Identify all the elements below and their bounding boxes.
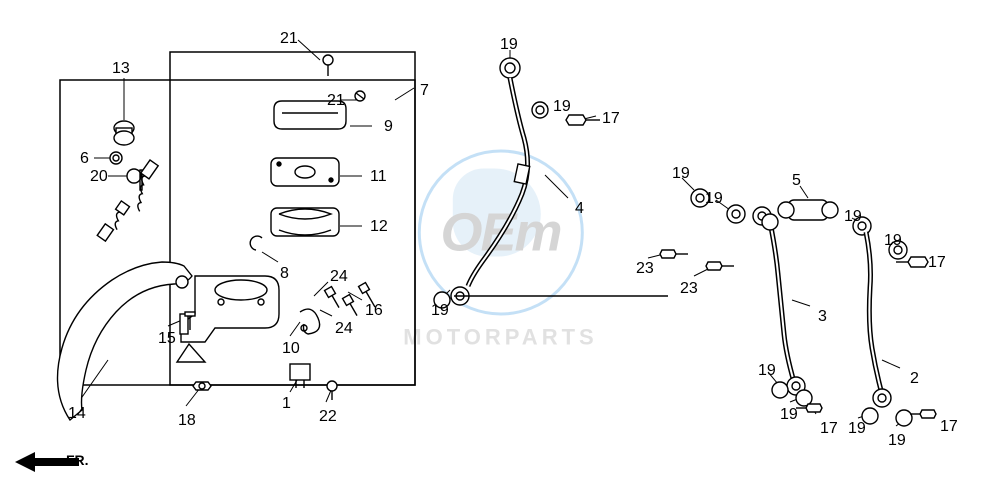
callout-19: 19 <box>500 36 518 54</box>
callout-19: 19 <box>705 190 723 208</box>
callout-10: 10 <box>282 340 300 358</box>
callout-19: 19 <box>844 208 862 226</box>
callout-21: 21 <box>327 92 345 110</box>
callout-5: 5 <box>792 172 801 190</box>
callout-16: 16 <box>365 302 383 320</box>
callout-13: 13 <box>112 60 130 78</box>
callout-6: 6 <box>80 150 89 168</box>
callout-22: 22 <box>319 408 337 426</box>
front-direction-label: FR. <box>66 452 89 468</box>
callout-19: 19 <box>884 232 902 250</box>
callout-17: 17 <box>928 254 946 272</box>
callout-19: 19 <box>431 302 449 320</box>
callout-17: 17 <box>602 110 620 128</box>
callout-4: 4 <box>575 200 584 218</box>
callout-23: 23 <box>680 280 698 298</box>
callout-19: 19 <box>780 406 798 424</box>
callout-19: 19 <box>553 98 571 116</box>
callout-19: 19 <box>888 432 906 450</box>
callout-7: 7 <box>420 82 429 100</box>
diagram-container: OEm MOTORPARTS <box>0 0 1001 500</box>
callout-9: 9 <box>384 118 393 136</box>
callout-24: 24 <box>335 320 353 338</box>
callout-24: 24 <box>330 268 348 286</box>
callout-1: 1 <box>282 395 291 413</box>
callout-17: 17 <box>940 418 958 436</box>
callout-14: 14 <box>68 405 86 423</box>
callout-12: 12 <box>370 218 388 236</box>
callout-23: 23 <box>636 260 654 278</box>
callout-3: 3 <box>818 308 827 326</box>
callout-21: 21 <box>280 30 298 48</box>
callout-19: 19 <box>848 420 866 438</box>
callout-20: 20 <box>90 168 108 186</box>
callout-18: 18 <box>178 412 196 430</box>
callout-11: 11 <box>370 168 387 186</box>
callout-19: 19 <box>758 362 776 380</box>
callout-15: 15 <box>158 330 176 348</box>
callout-17: 17 <box>820 420 838 438</box>
callout-2: 2 <box>910 370 919 388</box>
callout-19: 19 <box>672 165 690 183</box>
callout-8: 8 <box>280 265 289 283</box>
